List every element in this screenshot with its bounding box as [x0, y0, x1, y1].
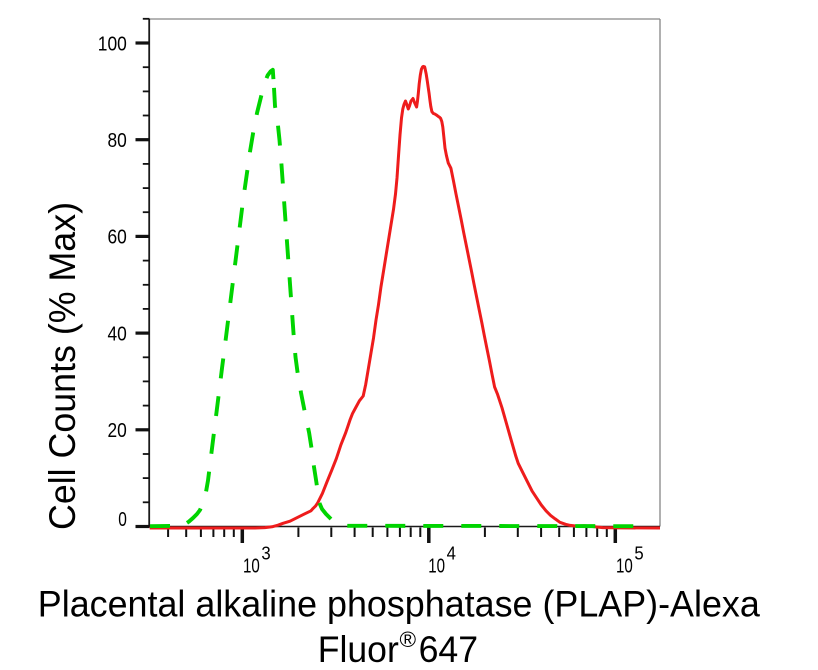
svg-text:40: 40 [108, 323, 127, 346]
svg-text:4: 4 [447, 543, 456, 563]
svg-text:60: 60 [108, 226, 127, 249]
svg-text:10: 10 [428, 555, 445, 578]
svg-text:3: 3 [261, 543, 270, 563]
svg-text:5: 5 [634, 543, 643, 563]
svg-text:Cell Counts (% Max): Cell Counts (% Max) [41, 202, 83, 530]
svg-text:80: 80 [108, 129, 127, 152]
svg-text:10: 10 [243, 555, 260, 578]
svg-text:20: 20 [108, 419, 127, 442]
svg-text:647: 647 [419, 628, 479, 670]
svg-text:Placental alkaline phosphatase: Placental alkaline phosphatase (PLAP)-Al… [38, 583, 760, 625]
svg-text:100: 100 [98, 32, 127, 55]
svg-text:10: 10 [616, 555, 633, 578]
svg-text:0: 0 [118, 508, 127, 531]
svg-text:®: ® [400, 627, 417, 652]
svg-text:Fluor: Fluor [318, 628, 399, 670]
